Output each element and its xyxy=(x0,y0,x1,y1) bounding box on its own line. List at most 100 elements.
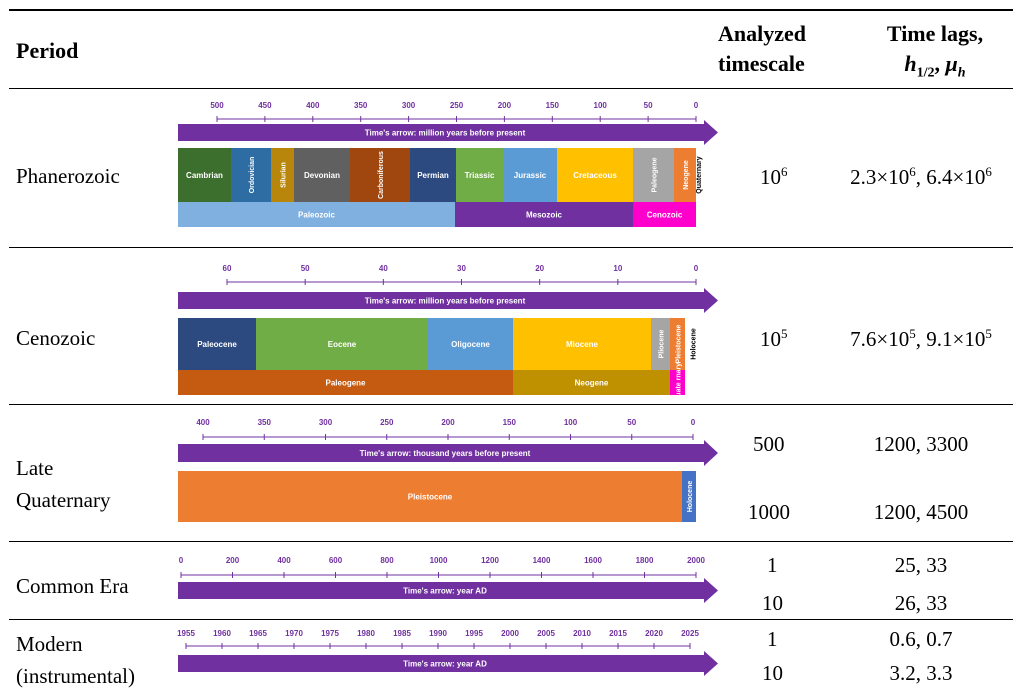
tick-label: 2015 xyxy=(609,629,627,638)
period-label: Late Quaternary xyxy=(16,456,111,512)
tick-label: 1970 xyxy=(285,629,303,638)
period-block xyxy=(256,318,428,370)
tick-label: 1960 xyxy=(213,629,231,638)
timescale-value: 10 xyxy=(762,661,783,685)
period-label: Paleocene xyxy=(197,340,237,349)
time-lags-value: 7.6×105, 9.1×105 xyxy=(850,326,992,351)
period-block xyxy=(271,148,294,202)
timeline-arrow-label: Time's arrow: year AD xyxy=(403,660,487,669)
period-block xyxy=(231,148,271,202)
period-label: Phanerozoic xyxy=(16,164,120,188)
time-lags-value: 26, 33 xyxy=(894,591,948,615)
period-block xyxy=(674,148,696,202)
timescale-value: 106 xyxy=(760,164,788,189)
tick-label: 1995 xyxy=(465,629,483,638)
tick-label: 1400 xyxy=(533,556,551,565)
period-label: Cretaceous xyxy=(573,171,617,180)
tick-label: 30 xyxy=(457,264,466,273)
tick-label: 2005 xyxy=(537,629,555,638)
period-label: Eocene xyxy=(328,340,357,349)
era-label: Neogene xyxy=(575,379,609,388)
era-block xyxy=(178,202,455,227)
period-label: Cambrian xyxy=(186,171,223,180)
tick-label: 40 xyxy=(379,264,388,273)
timescale-value: 105 xyxy=(760,326,788,351)
tick-label: 100 xyxy=(594,101,608,110)
era-block xyxy=(455,202,633,227)
row-divider xyxy=(9,541,1013,542)
period-block xyxy=(513,318,651,370)
tick-label: 400 xyxy=(277,556,291,565)
period-label: Permian xyxy=(417,171,449,180)
tick-label: 200 xyxy=(441,418,455,427)
tick-label: 1955 xyxy=(177,629,195,638)
period-block xyxy=(178,318,256,370)
tick-label: 350 xyxy=(354,101,368,110)
timeline-arrow xyxy=(178,440,718,466)
period-block xyxy=(633,148,674,202)
era-block xyxy=(670,370,685,395)
tick-label: 50 xyxy=(644,101,653,110)
tick-label: 1980 xyxy=(357,629,375,638)
timescale-value: 1 xyxy=(767,627,778,651)
era-label: Mesozoic xyxy=(526,211,563,220)
timeline-modern: 1955 1960 1965 1970 1975 1980 1985 1990 1995 2000… xyxy=(177,629,718,676)
timescale-value: 500 xyxy=(753,432,785,456)
row-divider xyxy=(9,247,1013,248)
tick-label: 400 xyxy=(306,101,320,110)
tick-label: 1600 xyxy=(584,556,602,565)
period-block xyxy=(696,148,700,202)
tick-label: 150 xyxy=(546,101,560,110)
tick-label: 50 xyxy=(301,264,310,273)
period-label: Quate rnary xyxy=(676,363,683,398)
timeline-arrow-label: Time's arrow: million years before prese… xyxy=(365,129,526,138)
era-label: Cenozoic xyxy=(647,211,683,220)
tick-label: 2025 xyxy=(681,629,699,638)
timeline-cenozoic: 60 50 40 30 20 10 0 Time's arrow: million years… xyxy=(178,264,718,398)
period-label: Holocene xyxy=(687,481,694,513)
tick-label: 1975 xyxy=(321,629,339,638)
row-divider xyxy=(9,404,1013,405)
tick-label: 300 xyxy=(319,418,333,427)
tick-label: 20 xyxy=(535,264,544,273)
period-label: Devonian xyxy=(304,171,340,180)
period-block xyxy=(350,148,410,202)
period-label: Pleistocene xyxy=(408,493,453,502)
tick-label: 600 xyxy=(329,556,343,565)
table-top-rule xyxy=(9,9,1013,11)
tick-label: 0 xyxy=(694,101,699,110)
timeline-arrow xyxy=(178,578,718,603)
timescale-value: 1000 xyxy=(748,500,790,524)
era-block xyxy=(633,202,696,227)
timeline-arrow-label: Time's arrow: thousand years before pres… xyxy=(360,449,531,458)
tick-label: 1800 xyxy=(636,556,654,565)
period-block xyxy=(682,471,696,522)
tick-label: 1200 xyxy=(481,556,499,565)
tick-label: 2010 xyxy=(573,629,591,638)
tick-label: 250 xyxy=(380,418,394,427)
period-label: Ordovician xyxy=(249,157,256,194)
tick-label: 60 xyxy=(223,264,232,273)
header-period: Period xyxy=(16,38,79,63)
period-block xyxy=(178,471,682,522)
tick-label: 200 xyxy=(498,101,512,110)
period-label: Common Era xyxy=(16,574,129,598)
period-label: Jurassic xyxy=(514,171,547,180)
period-label: Quaternary xyxy=(696,156,703,193)
tick-label: 200 xyxy=(226,556,240,565)
period-block xyxy=(428,318,513,370)
time-lags-value: 25, 33 xyxy=(894,553,948,577)
tick-label: 250 xyxy=(450,101,464,110)
period-label: Miocene xyxy=(566,340,599,349)
period-label: Neogene xyxy=(683,160,690,190)
tick-label: 0 xyxy=(179,556,184,565)
tick-label: 1985 xyxy=(393,629,411,638)
timeline-arrow xyxy=(178,120,718,145)
period-label: Holocene xyxy=(691,328,698,360)
era-block xyxy=(513,370,670,395)
period-label: Triassic xyxy=(465,171,495,180)
period-block xyxy=(503,148,557,202)
era-label: Paleogene xyxy=(325,379,366,388)
tick-label: 2000 xyxy=(501,629,519,638)
